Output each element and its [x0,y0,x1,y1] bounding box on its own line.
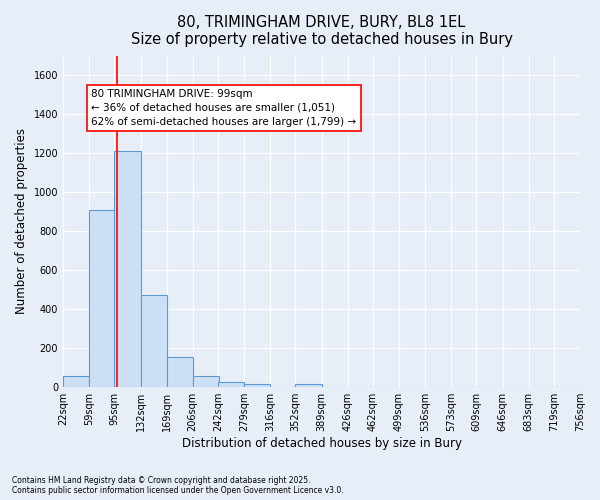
Title: 80, TRIMINGHAM DRIVE, BURY, BL8 1EL
Size of property relative to detached houses: 80, TRIMINGHAM DRIVE, BURY, BL8 1EL Size… [131,15,512,48]
Bar [167,357,193,387]
Text: 80 TRIMINGHAM DRIVE: 99sqm
← 36% of detached houses are smaller (1,051)
62% of s: 80 TRIMINGHAM DRIVE: 99sqm ← 36% of deta… [91,88,356,126]
Bar [193,376,218,387]
Bar [63,376,89,387]
Bar [115,151,140,387]
X-axis label: Distribution of detached houses by size in Bury: Distribution of detached houses by size … [182,437,461,450]
Bar [140,294,167,387]
Bar [218,382,244,387]
Text: Contains HM Land Registry data © Crown copyright and database right 2025.
Contai: Contains HM Land Registry data © Crown c… [12,476,344,495]
Y-axis label: Number of detached properties: Number of detached properties [15,128,28,314]
Bar [244,384,270,387]
Bar [295,384,322,387]
Bar [89,210,115,387]
